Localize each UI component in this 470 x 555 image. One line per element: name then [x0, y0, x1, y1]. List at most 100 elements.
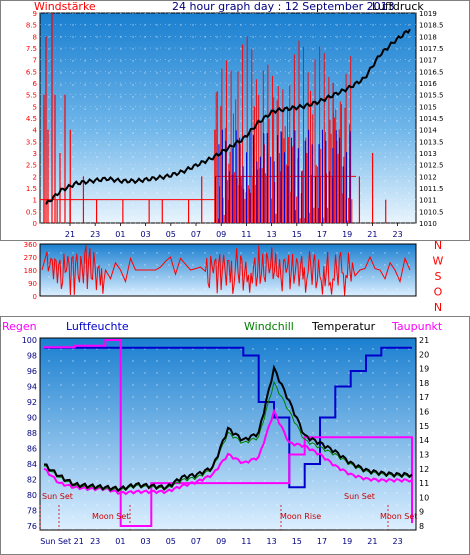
temperature-tick: 17 [419, 393, 429, 402]
wind-speed-tick: 5 [33, 103, 37, 111]
pressure-tick: 1015.5 [419, 92, 444, 100]
wind-hour-axis: 21 23 01 03 05 07 09 11 13 15 17 19 21 23 [65, 223, 403, 239]
humidity-axis: 76 78 80 82 84 86 88 90 92 94 96 98 100 [22, 336, 37, 531]
wind-speed-axis: 0 0.5 1 1.5 2 2.5 3 3.5 4 4.5 5 5.5 6 6.5 7 7.5 8 8.5 9 [26, 10, 38, 228]
wind-speed-tick: 9 [33, 10, 37, 18]
temperature-tick: 21 [419, 336, 429, 345]
temperature-tick: 11 [419, 479, 429, 488]
humidity-tick: 92 [27, 398, 37, 407]
wind-speed-tick: 8.5 [26, 22, 37, 30]
climate-hour-tick: 15 [292, 537, 302, 546]
pressure-tick: 1015 [419, 103, 437, 111]
direction-tick: 0 [33, 293, 37, 301]
moon-set-label-2: Moon Set [380, 512, 417, 521]
pressure-tick: 1011.5 [419, 185, 444, 193]
wind-speed-tick: 7 [33, 57, 37, 65]
wind-speed-tick: 5.5 [26, 92, 37, 100]
pressure-tick: 1016.5 [419, 68, 444, 76]
wind-speed-tick: 7.5 [26, 45, 37, 53]
temperature-tick: 20 [419, 350, 429, 359]
humidity-tick: 80 [27, 491, 37, 500]
humidity-tick: 78 [27, 507, 37, 516]
rain-line [44, 339, 413, 527]
wind-speed-tick: 0 [33, 220, 37, 228]
hour-tick: 03 [141, 230, 151, 239]
moon-set-label: Moon Set [92, 512, 129, 521]
pressure-tick: 1011 [419, 197, 437, 205]
wind-speed-tick: 6.5 [26, 68, 37, 76]
temperature-tick: 18 [419, 379, 429, 388]
humidity-tick: 94 [27, 383, 37, 392]
temperature-tick: 14 [419, 436, 429, 445]
climate-hour-tick: 21 [367, 537, 377, 546]
wind-speed-tick: 2 [33, 173, 37, 181]
hour-tick: 01 [115, 230, 125, 239]
hour-tick: 19 [342, 230, 352, 239]
wind-pressure-panel: Windstärke 24 hour graph day : 12 Septem… [0, 0, 470, 241]
hour-tick: 21 [65, 230, 75, 239]
luftdruck-label: Luftdruck [372, 0, 424, 13]
wind-speed-tick: 4 [33, 127, 38, 135]
humidity-tick: 86 [27, 445, 37, 454]
regen-label: Regen [2, 320, 37, 333]
wind-gust-bars [215, 129, 351, 223]
humidity-tick: 96 [27, 367, 37, 376]
windchill-line [43, 380, 413, 493]
temperature-tick: 9 [419, 508, 424, 517]
hour-tick: 23 [90, 230, 100, 239]
hour-tick: 23 [393, 230, 403, 239]
sun-set-label-2: Sun Set [344, 492, 375, 501]
climate-hour-tick: 19 [342, 537, 352, 546]
pressure-tick: 1017 [419, 57, 437, 65]
pressure-line [45, 28, 411, 205]
wind-speed-tick: 8 [33, 33, 37, 41]
climate-hour-tick: 23 [90, 537, 100, 546]
temperatur-label: Temperatur [311, 320, 376, 333]
wind-speed-tick: 6 [33, 80, 38, 88]
climate-hour-tick: 09 [216, 537, 226, 546]
climate-hour-axis: Sun Set 21 23 01 03 05 07 09 11 13 15 17 19 21 23 [40, 537, 403, 546]
compass-letter: O [434, 286, 443, 299]
hour-tick: 11 [241, 230, 251, 239]
humidity-tick: 90 [27, 414, 37, 423]
temperature-tick: 10 [419, 493, 429, 502]
hour-tick: 09 [216, 230, 226, 239]
pressure-tick: 1010 [419, 220, 437, 228]
windchill-label: Windchill [244, 320, 294, 333]
pressure-tick: 1017.5 [419, 45, 444, 53]
pressure-tick: 1013.5 [419, 138, 444, 146]
humidity-tick: 98 [27, 352, 37, 361]
climate-hour-tick: 17 [317, 537, 327, 546]
climate-hour-tick: 13 [267, 537, 277, 546]
climate-hour-tick: 03 [141, 537, 151, 546]
compass-letter: W [433, 255, 444, 268]
direction-tick: 90 [28, 280, 37, 288]
graph-title: 24 hour graph day : 12 September 2013 [172, 0, 395, 13]
moon-rise-label: Moon Rise [280, 512, 321, 521]
temperature-tick: 15 [419, 422, 429, 431]
taupunkt-label: Taupunkt [391, 320, 443, 333]
temperature-tick: 16 [419, 408, 429, 417]
humidity-tick: 76 [27, 522, 37, 531]
pressure-tick: 1018.5 [419, 22, 444, 30]
wind-speed-tick: 3 [33, 150, 37, 158]
compass-letter: S [435, 270, 442, 283]
windstaerke-label: Windstärke [34, 0, 96, 13]
hour-tick: 17 [317, 230, 327, 239]
humidity-tick: 88 [27, 429, 37, 438]
hour-tick: 05 [166, 230, 176, 239]
wind-speed-tick: 3.5 [26, 138, 37, 146]
climate-panel: Regen Luftfeuchte Windchill Temperatur T… [0, 316, 470, 555]
pressure-tick: 1012 [419, 173, 437, 181]
climate-hour-tick: 11 [241, 537, 251, 546]
temperature-tick: 13 [419, 450, 429, 459]
wind-speed-tick: 4.5 [26, 115, 37, 123]
climate-hour-tick: 05 [166, 537, 176, 546]
humidity-tick: 100 [22, 336, 37, 345]
pressure-tick: 1012.5 [419, 162, 444, 170]
wind-speed-tick: 1 [33, 197, 37, 205]
climate-hour-tick: Sun Set 21 [40, 537, 84, 546]
direction-tick: 360 [24, 241, 37, 249]
